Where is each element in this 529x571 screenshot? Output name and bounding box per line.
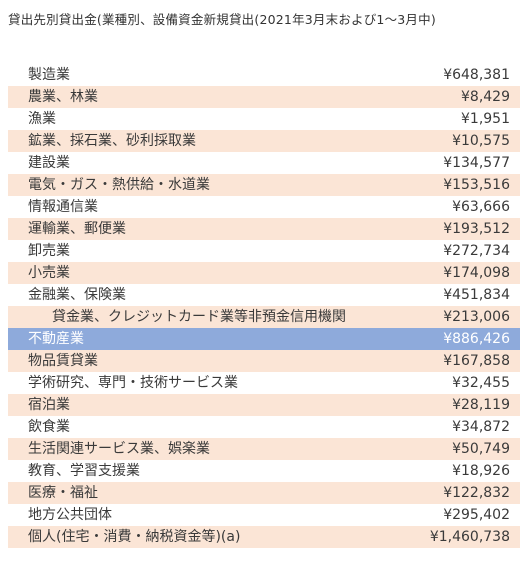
row-label: 農業、林業: [28, 89, 98, 105]
row-value: ¥1,951: [461, 111, 510, 127]
table-row: 電気・ガス・熱供給・水道業 ¥153,516: [8, 174, 520, 196]
row-label: 卸売業: [28, 243, 70, 259]
table-row: 農業、林業 ¥8,429: [8, 86, 520, 108]
table-row: 運輸業、郵便業 ¥193,512: [8, 218, 520, 240]
row-value: ¥32,455: [452, 375, 510, 391]
row-value: ¥167,858: [443, 353, 510, 369]
row-label: 鉱業、採石業、砂利採取業: [28, 133, 196, 149]
row-label: 情報通信業: [28, 199, 98, 215]
row-value: ¥63,666: [452, 199, 510, 215]
table-row: 情報通信業 ¥63,666: [8, 196, 520, 218]
row-label: 漁業: [28, 111, 56, 127]
table-row: 漁業 ¥1,951: [8, 108, 520, 130]
row-value: ¥8,429: [461, 89, 510, 105]
row-label: 学術研究、専門・技術サービス業: [28, 375, 238, 391]
table-row: 個人(住宅・消費・納税資金等)(a) ¥1,460,738: [8, 526, 520, 548]
row-value: ¥28,119: [452, 397, 510, 413]
row-value: ¥122,832: [443, 485, 510, 501]
table-row: 卸売業 ¥272,734: [8, 240, 520, 262]
row-value: ¥174,098: [443, 265, 510, 281]
row-value: ¥134,577: [443, 155, 510, 171]
row-label: 教育、学習支援業: [28, 463, 140, 479]
row-value: ¥886,426: [443, 331, 510, 347]
row-value: ¥153,516: [443, 177, 510, 193]
row-value: ¥10,575: [452, 133, 510, 149]
row-label: 生活関連サービス業、娯楽業: [28, 441, 210, 457]
row-label: 飲食業: [28, 419, 70, 435]
loan-table: 製造業 ¥648,381 農業、林業 ¥8,429 漁業 ¥1,951 鉱業、採…: [8, 64, 520, 548]
row-value: ¥213,006: [443, 309, 510, 325]
row-label: 不動産業: [28, 331, 84, 347]
table-row: 建設業 ¥134,577: [8, 152, 520, 174]
table-row: 生活関連サービス業、娯楽業 ¥50,749: [8, 438, 520, 460]
row-label: 運輸業、郵便業: [28, 221, 126, 237]
page-title: 貸出先別貸出金(業種別、設備資金新規貸出(2021年3月末および1～3月中): [8, 12, 436, 27]
row-label: 小売業: [28, 265, 70, 281]
table-row: 教育、学習支援業 ¥18,926: [8, 460, 520, 482]
row-label: 医療・福祉: [28, 485, 98, 501]
row-label: 電気・ガス・熱供給・水道業: [28, 177, 210, 193]
table-row: 宿泊業 ¥28,119: [8, 394, 520, 416]
table-row-highlighted: 不動産業 ¥886,426: [8, 328, 520, 350]
row-value: ¥295,402: [443, 507, 510, 523]
table-row: 物品賃貸業 ¥167,858: [8, 350, 520, 372]
row-value: ¥451,834: [443, 287, 510, 303]
row-label: 地方公共団体: [28, 507, 112, 523]
table-row: 学術研究、専門・技術サービス業 ¥32,455: [8, 372, 520, 394]
table-row: 医療・福祉 ¥122,832: [8, 482, 520, 504]
row-label: 貸金業、クレジットカード業等非預金信用機関: [52, 309, 346, 325]
row-label: 金融業、保険業: [28, 287, 126, 303]
row-label: 個人(住宅・消費・納税資金等)(a): [28, 529, 241, 545]
table-row: 製造業 ¥648,381: [8, 64, 520, 86]
row-label: 物品賃貸業: [28, 353, 98, 369]
row-value: ¥193,512: [443, 221, 510, 237]
row-value: ¥34,872: [452, 419, 510, 435]
table-row: 飲食業 ¥34,872: [8, 416, 520, 438]
row-value: ¥1,460,738: [429, 529, 510, 545]
row-value: ¥50,749: [452, 441, 510, 457]
table-row: 地方公共団体 ¥295,402: [8, 504, 520, 526]
row-label: 製造業: [28, 67, 70, 83]
row-value: ¥18,926: [452, 463, 510, 479]
table-row: 金融業、保険業 ¥451,834: [8, 284, 520, 306]
table-row: 鉱業、採石業、砂利採取業 ¥10,575: [8, 130, 520, 152]
table-row-subitem: 貸金業、クレジットカード業等非預金信用機関 ¥213,006: [8, 306, 520, 328]
row-value: ¥272,734: [443, 243, 510, 259]
table-row: 小売業 ¥174,098: [8, 262, 520, 284]
row-label: 建設業: [28, 155, 70, 171]
row-value: ¥648,381: [443, 67, 510, 83]
row-label: 宿泊業: [28, 397, 70, 413]
